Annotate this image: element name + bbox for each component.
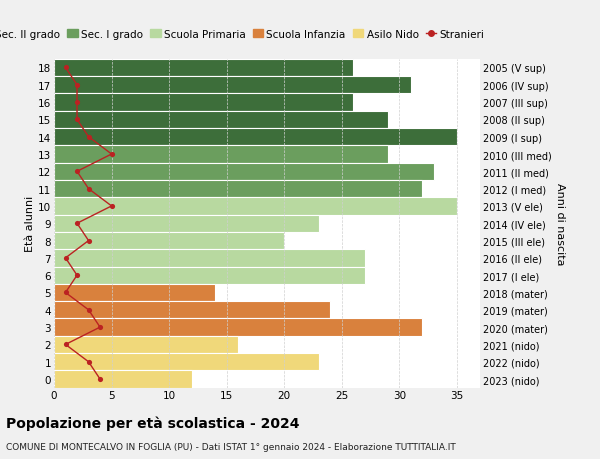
Point xyxy=(95,375,105,383)
Point xyxy=(72,168,82,176)
Legend: Sec. II grado, Sec. I grado, Scuola Primaria, Scuola Infanzia, Asilo Nido, Stran: Sec. II grado, Sec. I grado, Scuola Prim… xyxy=(0,26,488,44)
Point xyxy=(61,65,70,72)
Point xyxy=(61,289,70,297)
Bar xyxy=(54,146,388,163)
Point xyxy=(61,255,70,262)
Point xyxy=(72,82,82,89)
Bar xyxy=(54,370,192,388)
Bar xyxy=(54,353,319,370)
Point xyxy=(84,185,94,193)
Bar xyxy=(54,163,434,180)
Bar xyxy=(54,198,457,215)
Point xyxy=(61,341,70,348)
Bar xyxy=(54,284,215,302)
Bar xyxy=(54,215,319,232)
Y-axis label: Anni di nascita: Anni di nascita xyxy=(556,183,565,265)
Point xyxy=(84,134,94,141)
Bar xyxy=(54,250,365,267)
Bar xyxy=(54,302,331,319)
Point xyxy=(72,117,82,124)
Bar xyxy=(54,129,457,146)
Bar xyxy=(54,77,411,94)
Bar xyxy=(54,232,284,250)
Bar xyxy=(54,267,365,284)
Point xyxy=(72,272,82,279)
Point xyxy=(84,307,94,314)
Text: COMUNE DI MONTECALVO IN FOGLIA (PU) - Dati ISTAT 1° gennaio 2024 - Elaborazione : COMUNE DI MONTECALVO IN FOGLIA (PU) - Da… xyxy=(6,442,456,451)
Text: Popolazione per età scolastica - 2024: Popolazione per età scolastica - 2024 xyxy=(6,415,299,430)
Point xyxy=(72,99,82,106)
Bar xyxy=(54,319,422,336)
Point xyxy=(84,237,94,245)
Bar xyxy=(54,112,388,129)
Bar xyxy=(54,94,353,112)
Y-axis label: Età alunni: Età alunni xyxy=(25,196,35,252)
Point xyxy=(72,220,82,228)
Point xyxy=(95,324,105,331)
Bar xyxy=(54,180,422,198)
Point xyxy=(107,151,116,158)
Bar xyxy=(54,60,353,77)
Point xyxy=(107,203,116,210)
Point xyxy=(84,358,94,366)
Bar xyxy=(54,336,238,353)
